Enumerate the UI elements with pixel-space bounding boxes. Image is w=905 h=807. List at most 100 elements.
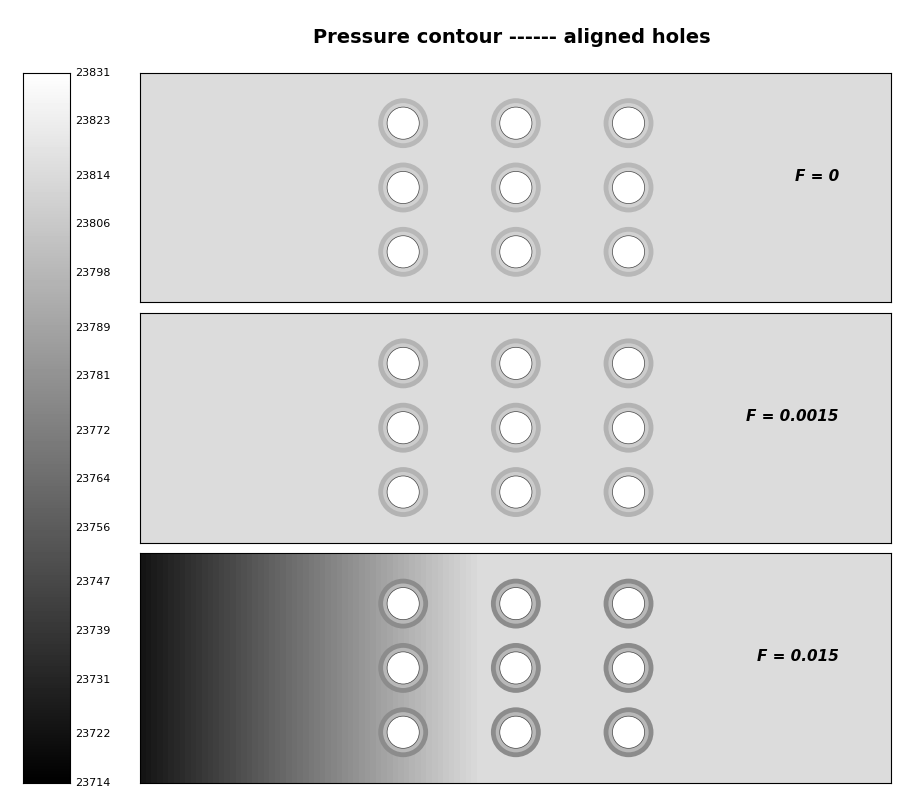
Circle shape [378,227,428,277]
Circle shape [387,476,419,508]
Circle shape [608,408,649,448]
Bar [140,553,146,783]
Bar [398,553,404,783]
Bar [326,553,331,783]
Bar [151,553,157,783]
Bar [342,553,348,783]
Circle shape [500,652,532,684]
Circle shape [496,712,536,752]
Circle shape [496,232,536,272]
Text: F = 0.0015: F = 0.0015 [747,408,839,424]
Circle shape [500,236,532,268]
Circle shape [387,236,419,268]
Bar [409,553,415,783]
Circle shape [496,648,536,688]
Bar [247,553,252,783]
Circle shape [378,467,428,517]
Circle shape [378,403,428,453]
Bar [337,553,342,783]
Bar [230,553,235,783]
Circle shape [491,579,541,629]
Circle shape [383,408,424,448]
Text: Pressure contour ------ aligned holes: Pressure contour ------ aligned holes [312,28,710,48]
Bar [286,553,291,783]
Bar [168,553,174,783]
Bar [359,553,365,783]
Circle shape [500,171,532,203]
Bar [454,553,460,783]
Circle shape [387,652,419,684]
Bar [157,553,163,783]
Text: 23747: 23747 [75,578,110,587]
Circle shape [491,338,541,388]
Bar [303,553,309,783]
Bar [472,553,477,783]
Bar [298,553,303,783]
Circle shape [613,107,644,140]
Circle shape [496,103,536,144]
Bar [224,553,230,783]
Circle shape [608,712,649,752]
Circle shape [387,107,419,140]
Circle shape [613,236,644,268]
Text: 23806: 23806 [75,220,110,229]
Circle shape [383,472,424,512]
Bar [314,553,319,783]
Bar [460,553,465,783]
Text: 23714: 23714 [75,778,110,788]
Circle shape [613,171,644,203]
Text: 23731: 23731 [75,675,110,684]
Bar [214,553,219,783]
Circle shape [491,403,541,453]
Text: F = 0: F = 0 [795,169,839,183]
Circle shape [383,167,424,207]
Circle shape [491,467,541,517]
Circle shape [496,167,536,207]
Bar [291,553,298,783]
Circle shape [608,343,649,383]
Text: 23772: 23772 [75,426,110,436]
Circle shape [604,162,653,212]
Circle shape [383,648,424,688]
Circle shape [608,167,649,207]
Circle shape [613,412,644,444]
Text: 23814: 23814 [75,171,110,181]
Bar [186,553,191,783]
Circle shape [608,583,649,624]
Bar [252,553,258,783]
Bar [348,553,353,783]
Text: 23798: 23798 [75,268,110,278]
Circle shape [500,587,532,620]
Circle shape [387,171,419,203]
Bar [242,553,247,783]
Bar [437,553,443,783]
Bar [370,553,376,783]
Circle shape [496,343,536,383]
Circle shape [500,476,532,508]
Circle shape [613,587,644,620]
Circle shape [613,476,644,508]
Circle shape [604,707,653,757]
Circle shape [378,338,428,388]
Bar [258,553,263,783]
Circle shape [613,716,644,748]
Bar [376,553,381,783]
Text: 23756: 23756 [75,523,110,533]
Text: 23823: 23823 [75,116,110,126]
Circle shape [387,412,419,444]
Bar [365,553,370,783]
Bar [443,553,449,783]
Circle shape [496,408,536,448]
Bar [163,553,168,783]
Circle shape [387,716,419,748]
Bar [179,553,186,783]
Bar [319,553,326,783]
Circle shape [604,467,653,517]
Circle shape [378,707,428,757]
Circle shape [383,232,424,272]
Circle shape [383,712,424,752]
Text: 23781: 23781 [75,371,110,381]
Circle shape [378,579,428,629]
Circle shape [604,579,653,629]
Bar [235,553,242,783]
